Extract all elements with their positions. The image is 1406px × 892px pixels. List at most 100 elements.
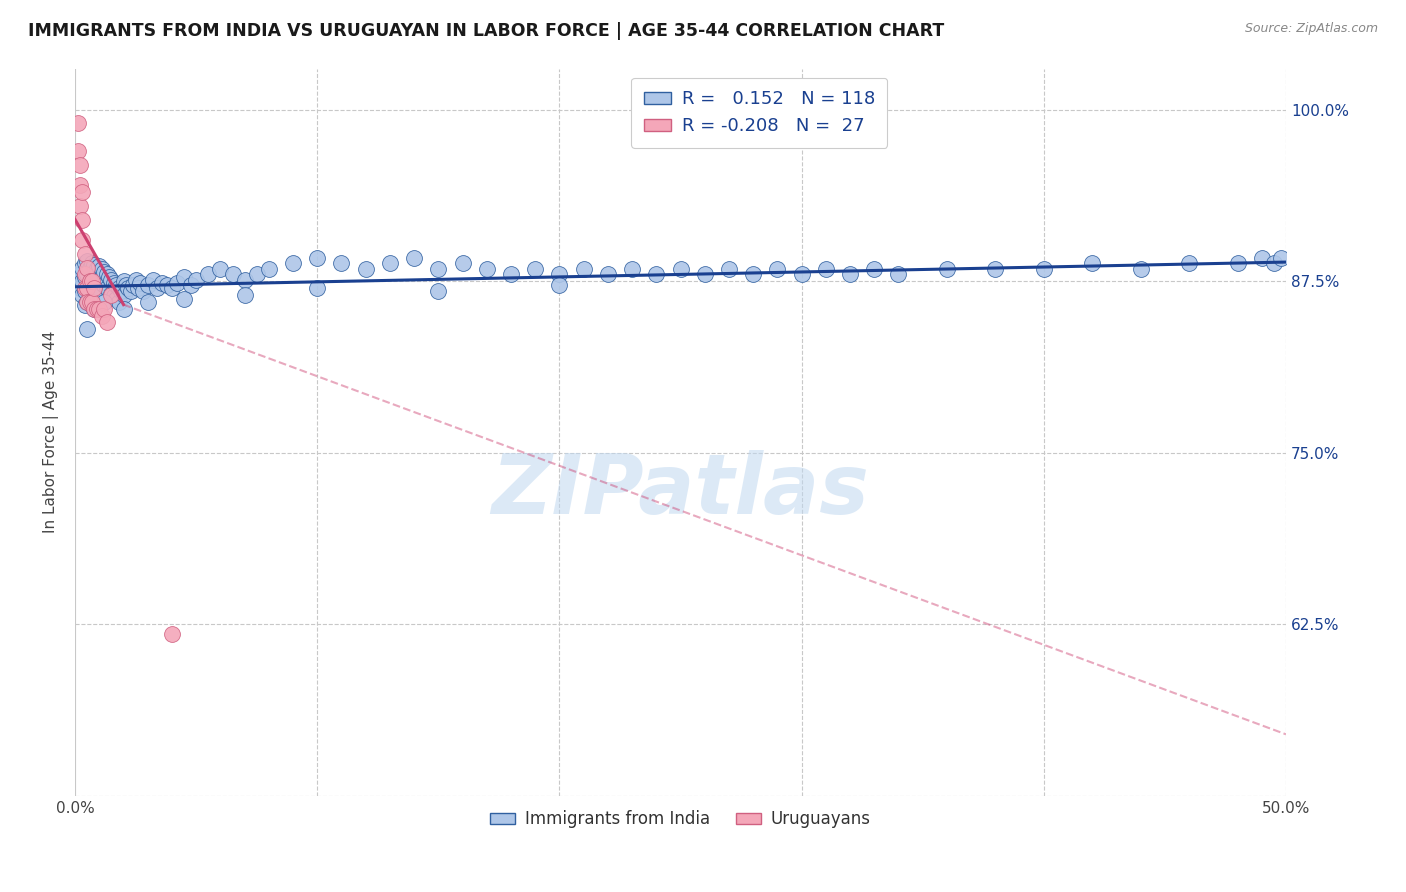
Point (935, 262, 957, 277)
Point (66, 144, 89, 158)
Point (839, 268, 862, 282)
Point (73, 270, 96, 285)
Point (354, 262, 377, 277)
Point (66, 116, 89, 130)
Point (66, 274, 89, 288)
Point (548, 278, 571, 293)
Point (79, 260, 101, 275)
Point (693, 268, 716, 282)
Point (100, 286, 122, 301)
Point (76, 294, 98, 309)
Point (73, 298, 96, 312)
Point (136, 294, 159, 309)
Point (93, 294, 115, 309)
Point (790, 268, 813, 282)
Point (96, 316, 118, 330)
Point (378, 256, 401, 270)
Point (93, 278, 115, 293)
Point (142, 273, 165, 287)
Point (887, 268, 910, 282)
Text: ZIPatlas: ZIPatlas (492, 450, 869, 531)
Point (76, 281, 98, 295)
Point (156, 278, 179, 293)
Point (112, 301, 135, 316)
Point (69, 178, 91, 193)
Point (76, 281, 98, 295)
Point (96, 281, 118, 295)
Point (669, 262, 692, 277)
Point (160, 627, 183, 641)
Point (1250, 251, 1272, 265)
Point (1032, 262, 1054, 277)
Point (524, 262, 547, 277)
Legend: Immigrants from India, Uruguayans: Immigrants from India, Uruguayans (484, 804, 877, 835)
Point (233, 288, 256, 302)
Point (110, 284, 132, 298)
Point (79, 294, 101, 309)
Point (621, 262, 644, 277)
Point (89, 259, 111, 273)
Point (72, 274, 94, 288)
Point (136, 278, 159, 293)
Point (120, 284, 142, 298)
Point (69, 199, 91, 213)
Point (105, 292, 128, 306)
Point (69, 158, 91, 172)
Point (717, 262, 740, 277)
Point (73, 284, 96, 298)
Point (80, 256, 103, 270)
Point (451, 256, 474, 270)
Point (72, 260, 94, 275)
Point (86, 260, 108, 275)
Point (427, 284, 450, 298)
Point (73, 281, 96, 295)
Point (124, 273, 146, 287)
Point (330, 256, 353, 270)
Point (76, 322, 98, 336)
Point (180, 278, 202, 293)
Point (281, 256, 304, 270)
Point (233, 273, 256, 287)
Point (186, 273, 208, 287)
Point (166, 276, 188, 290)
Point (72, 212, 94, 227)
Point (83, 285, 105, 300)
Point (90, 276, 112, 290)
Point (83, 258, 105, 272)
Point (1178, 256, 1201, 270)
Point (132, 284, 155, 298)
Point (72, 233, 94, 247)
Point (107, 281, 129, 295)
Point (742, 268, 765, 282)
Point (112, 274, 135, 288)
Point (572, 262, 595, 277)
Point (863, 262, 886, 277)
Point (1081, 256, 1104, 270)
Point (93, 301, 115, 316)
Point (73, 256, 96, 270)
Point (86, 274, 108, 288)
Point (100, 273, 122, 287)
Point (115, 278, 138, 293)
Point (307, 281, 329, 295)
Point (127, 281, 149, 295)
Point (173, 292, 195, 306)
Point (83, 271, 105, 285)
Point (596, 268, 619, 282)
Point (80, 274, 103, 288)
Point (307, 251, 329, 265)
Point (79, 274, 101, 288)
Point (76, 260, 98, 275)
Point (173, 270, 195, 285)
Point (107, 294, 129, 309)
Point (90, 309, 112, 323)
Point (221, 268, 243, 282)
Point (93, 265, 115, 279)
Point (122, 278, 145, 293)
Point (246, 268, 269, 282)
Point (548, 268, 571, 282)
Point (79, 288, 101, 302)
Point (1263, 256, 1285, 270)
Point (69, 281, 91, 295)
Point (645, 268, 668, 282)
